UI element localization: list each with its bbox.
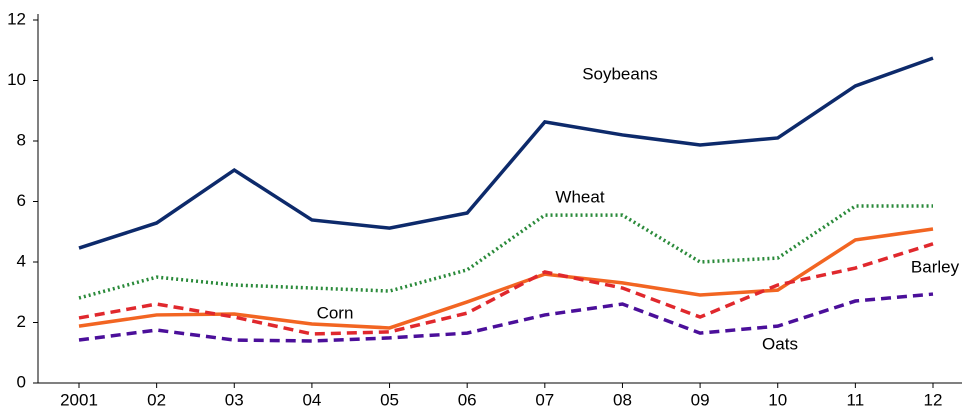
x-tick-label: 03 — [225, 390, 244, 409]
x-tick-label: 2001 — [60, 390, 98, 409]
y-tick-label: 8 — [17, 130, 26, 149]
series-label: Barley — [911, 257, 960, 276]
y-tick-label: 12 — [7, 9, 26, 28]
series-label: Corn — [317, 303, 354, 322]
y-tick-label: 6 — [17, 191, 26, 210]
y-tick-label: 2 — [17, 312, 26, 331]
series-line — [78, 242, 934, 336]
series-label: Wheat — [555, 187, 604, 206]
x-tick-label: 11 — [847, 390, 865, 409]
x-tick-label: 05 — [380, 390, 399, 409]
x-tick-label: 12 — [924, 390, 943, 409]
x-tick-label: 10 — [768, 390, 787, 409]
series-label: Soybeans — [582, 64, 658, 83]
x-tick-label: 07 — [535, 390, 554, 409]
series-line — [78, 56, 934, 250]
series-line — [78, 292, 934, 343]
x-tick-label: 04 — [302, 390, 321, 409]
x-tick-label: 06 — [458, 390, 477, 409]
y-tick-label: 0 — [17, 372, 26, 391]
y-tick-label: 10 — [7, 70, 26, 89]
x-tick-label: 08 — [613, 390, 632, 409]
y-tick-label: 4 — [17, 251, 26, 270]
x-tick-label: 09 — [691, 390, 710, 409]
series-line — [78, 204, 933, 300]
x-tick-label: 02 — [147, 390, 166, 409]
series-label: Oats — [762, 334, 798, 353]
